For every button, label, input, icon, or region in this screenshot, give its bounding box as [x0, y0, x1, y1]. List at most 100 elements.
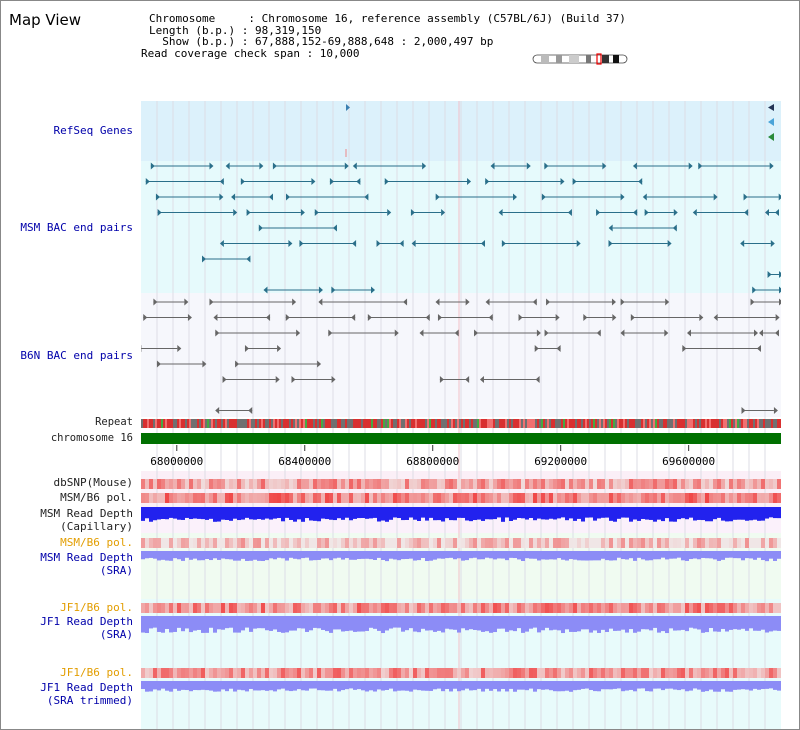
chromosome-ideogram[interactable] [531, 53, 629, 65]
msm-depth-capillary-bar [589, 507, 593, 518]
msm-b6-pol-segment [661, 493, 665, 503]
repeat-segment [593, 419, 595, 428]
msm-depth-sra-bar [777, 551, 781, 559]
jf1-depth-sra-bar [309, 616, 313, 631]
dbsnp-segment [473, 479, 477, 489]
jf1-b6-pol-segment [625, 603, 629, 613]
track-label-jf1-depth-sra-sub: (SRA) [99, 628, 133, 641]
msm-bac-end [364, 193, 369, 201]
jf1-b6-pol-2-segment [405, 668, 409, 678]
jf1-b6-pol-2-segment [773, 668, 777, 678]
length-line: Length (b.p.) : 98,319,150 [149, 23, 322, 37]
jf1-depth-sra-bar [173, 616, 177, 632]
jf1-b6-pol-segment [365, 603, 369, 613]
repeat-segment [777, 419, 779, 428]
msm-b6-pol-sra-segment [549, 538, 553, 548]
msm-b6-pol-sra-segment [581, 538, 585, 548]
b6n-bac-end [328, 329, 333, 337]
jf1-depth-sra-bar [517, 616, 521, 629]
jf1-depth-trimmed-bar [413, 681, 417, 690]
jf1-depth-trimmed-bar [245, 681, 249, 692]
repeat-segment [677, 419, 679, 428]
repeat-segment [779, 419, 781, 428]
repeat-segment [587, 419, 589, 428]
msm-depth-sra-bar [345, 551, 349, 559]
jf1-depth-trimmed-bar [241, 681, 245, 691]
genome-track-area[interactable]: 68000000 68400000 68800000 69200000 69600000 [141, 79, 781, 730]
msm-b6-pol-segment [301, 493, 305, 503]
jf1-b6-pol-segment [461, 603, 465, 613]
jf1-depth-trimmed-bar [673, 681, 677, 690]
jf1-depth-sra-bar [397, 616, 401, 628]
repeat-segment [217, 419, 219, 428]
jf1-depth-trimmed-bar [653, 681, 657, 689]
jf1-b6-pol-2-segment [293, 668, 297, 678]
msm-b6-pol-segment [665, 493, 669, 503]
jf1-b6-pol-segment [585, 603, 589, 613]
repeat-segment [179, 419, 181, 428]
dbsnp-segment [529, 479, 533, 489]
jf1-b6-pol-segment [501, 603, 505, 613]
jf1-b6-pol-segment [617, 603, 621, 613]
dbsnp-segment [177, 479, 181, 489]
repeat-segment [239, 419, 241, 428]
repeat-segment [655, 419, 657, 428]
track-label-msm-bac[interactable]: MSM BAC end pairs [20, 221, 133, 234]
msm-depth-sra-bar [493, 551, 497, 560]
msm-depth-capillary-bar [493, 507, 497, 520]
repeat-segment [163, 419, 165, 428]
msm-b6-pol-sra-segment [273, 538, 277, 548]
dbsnp-segment [741, 479, 745, 489]
repeat-segment [341, 419, 343, 428]
jf1-depth-trimmed-bar [601, 681, 605, 690]
dbsnp-segment [261, 479, 265, 489]
repeat-segment [191, 419, 193, 428]
dbsnp-segment [457, 479, 461, 489]
msm-b6-pol-segment [453, 493, 457, 503]
jf1-b6-pol-segment [645, 603, 649, 613]
jf1-b6-pol-2-segment [545, 668, 549, 678]
msm-bac-end [344, 162, 349, 170]
repeat-segment [553, 419, 555, 428]
b6n-bac-end [394, 329, 399, 337]
msm-depth-capillary-bar [457, 507, 461, 518]
msm-depth-sra-bar [485, 551, 489, 558]
track-label-jf1-depth-trimmed: JF1 Read Depth [40, 681, 133, 694]
jf1-b6-pol-segment [561, 603, 565, 613]
repeat-segment [679, 419, 681, 428]
jf1-b6-pol-segment [745, 603, 749, 613]
jf1-b6-pol-2-segment [445, 668, 449, 678]
msm-b6-pol-segment [637, 493, 641, 503]
repeat-segment [715, 419, 717, 428]
msm-bac-end [314, 209, 319, 216]
repeat-segment [755, 419, 757, 428]
repeat-segment [419, 419, 421, 428]
track-label-msm-b6-pol: MSM/B6 pol. [60, 491, 133, 504]
msm-depth-capillary-bar [241, 507, 245, 520]
repeat-segment [227, 419, 229, 428]
repeat-segment [291, 419, 293, 428]
b6n-bac-end [583, 314, 588, 321]
jf1-depth-trimmed-bar [613, 681, 617, 689]
msm-b6-pol-segment [273, 493, 277, 503]
jf1-b6-pol-2-segment [649, 668, 653, 678]
jf1-depth-trimmed-bar [733, 681, 737, 690]
msm-b6-pol-sra-segment [721, 538, 725, 548]
msm-depth-capillary-bar [633, 507, 637, 520]
msm-depth-capillary-bar [621, 507, 625, 518]
jf1-depth-trimmed-bar [741, 681, 745, 690]
track-label-b6n-bac[interactable]: B6N BAC end pairs [20, 349, 133, 362]
jf1-depth-trimmed-bar [289, 681, 293, 692]
jf1-b6-pol-2-segment [537, 668, 541, 678]
dbsnp-segment [173, 479, 177, 489]
jf1-b6-pol-2-segment [265, 668, 269, 678]
repeat-segment [175, 419, 177, 428]
msm-depth-sra-bar [613, 551, 617, 561]
dbsnp-segment [381, 479, 385, 489]
msm-depth-sra-bar [281, 551, 285, 559]
jf1-b6-pol-2-segment [653, 668, 657, 678]
msm-b6-pol-segment [657, 493, 661, 503]
track-label-refseq[interactable]: RefSeq Genes [53, 124, 133, 137]
msm-depth-sra-bar [237, 551, 241, 561]
msm-depth-capillary-bar [489, 507, 493, 520]
